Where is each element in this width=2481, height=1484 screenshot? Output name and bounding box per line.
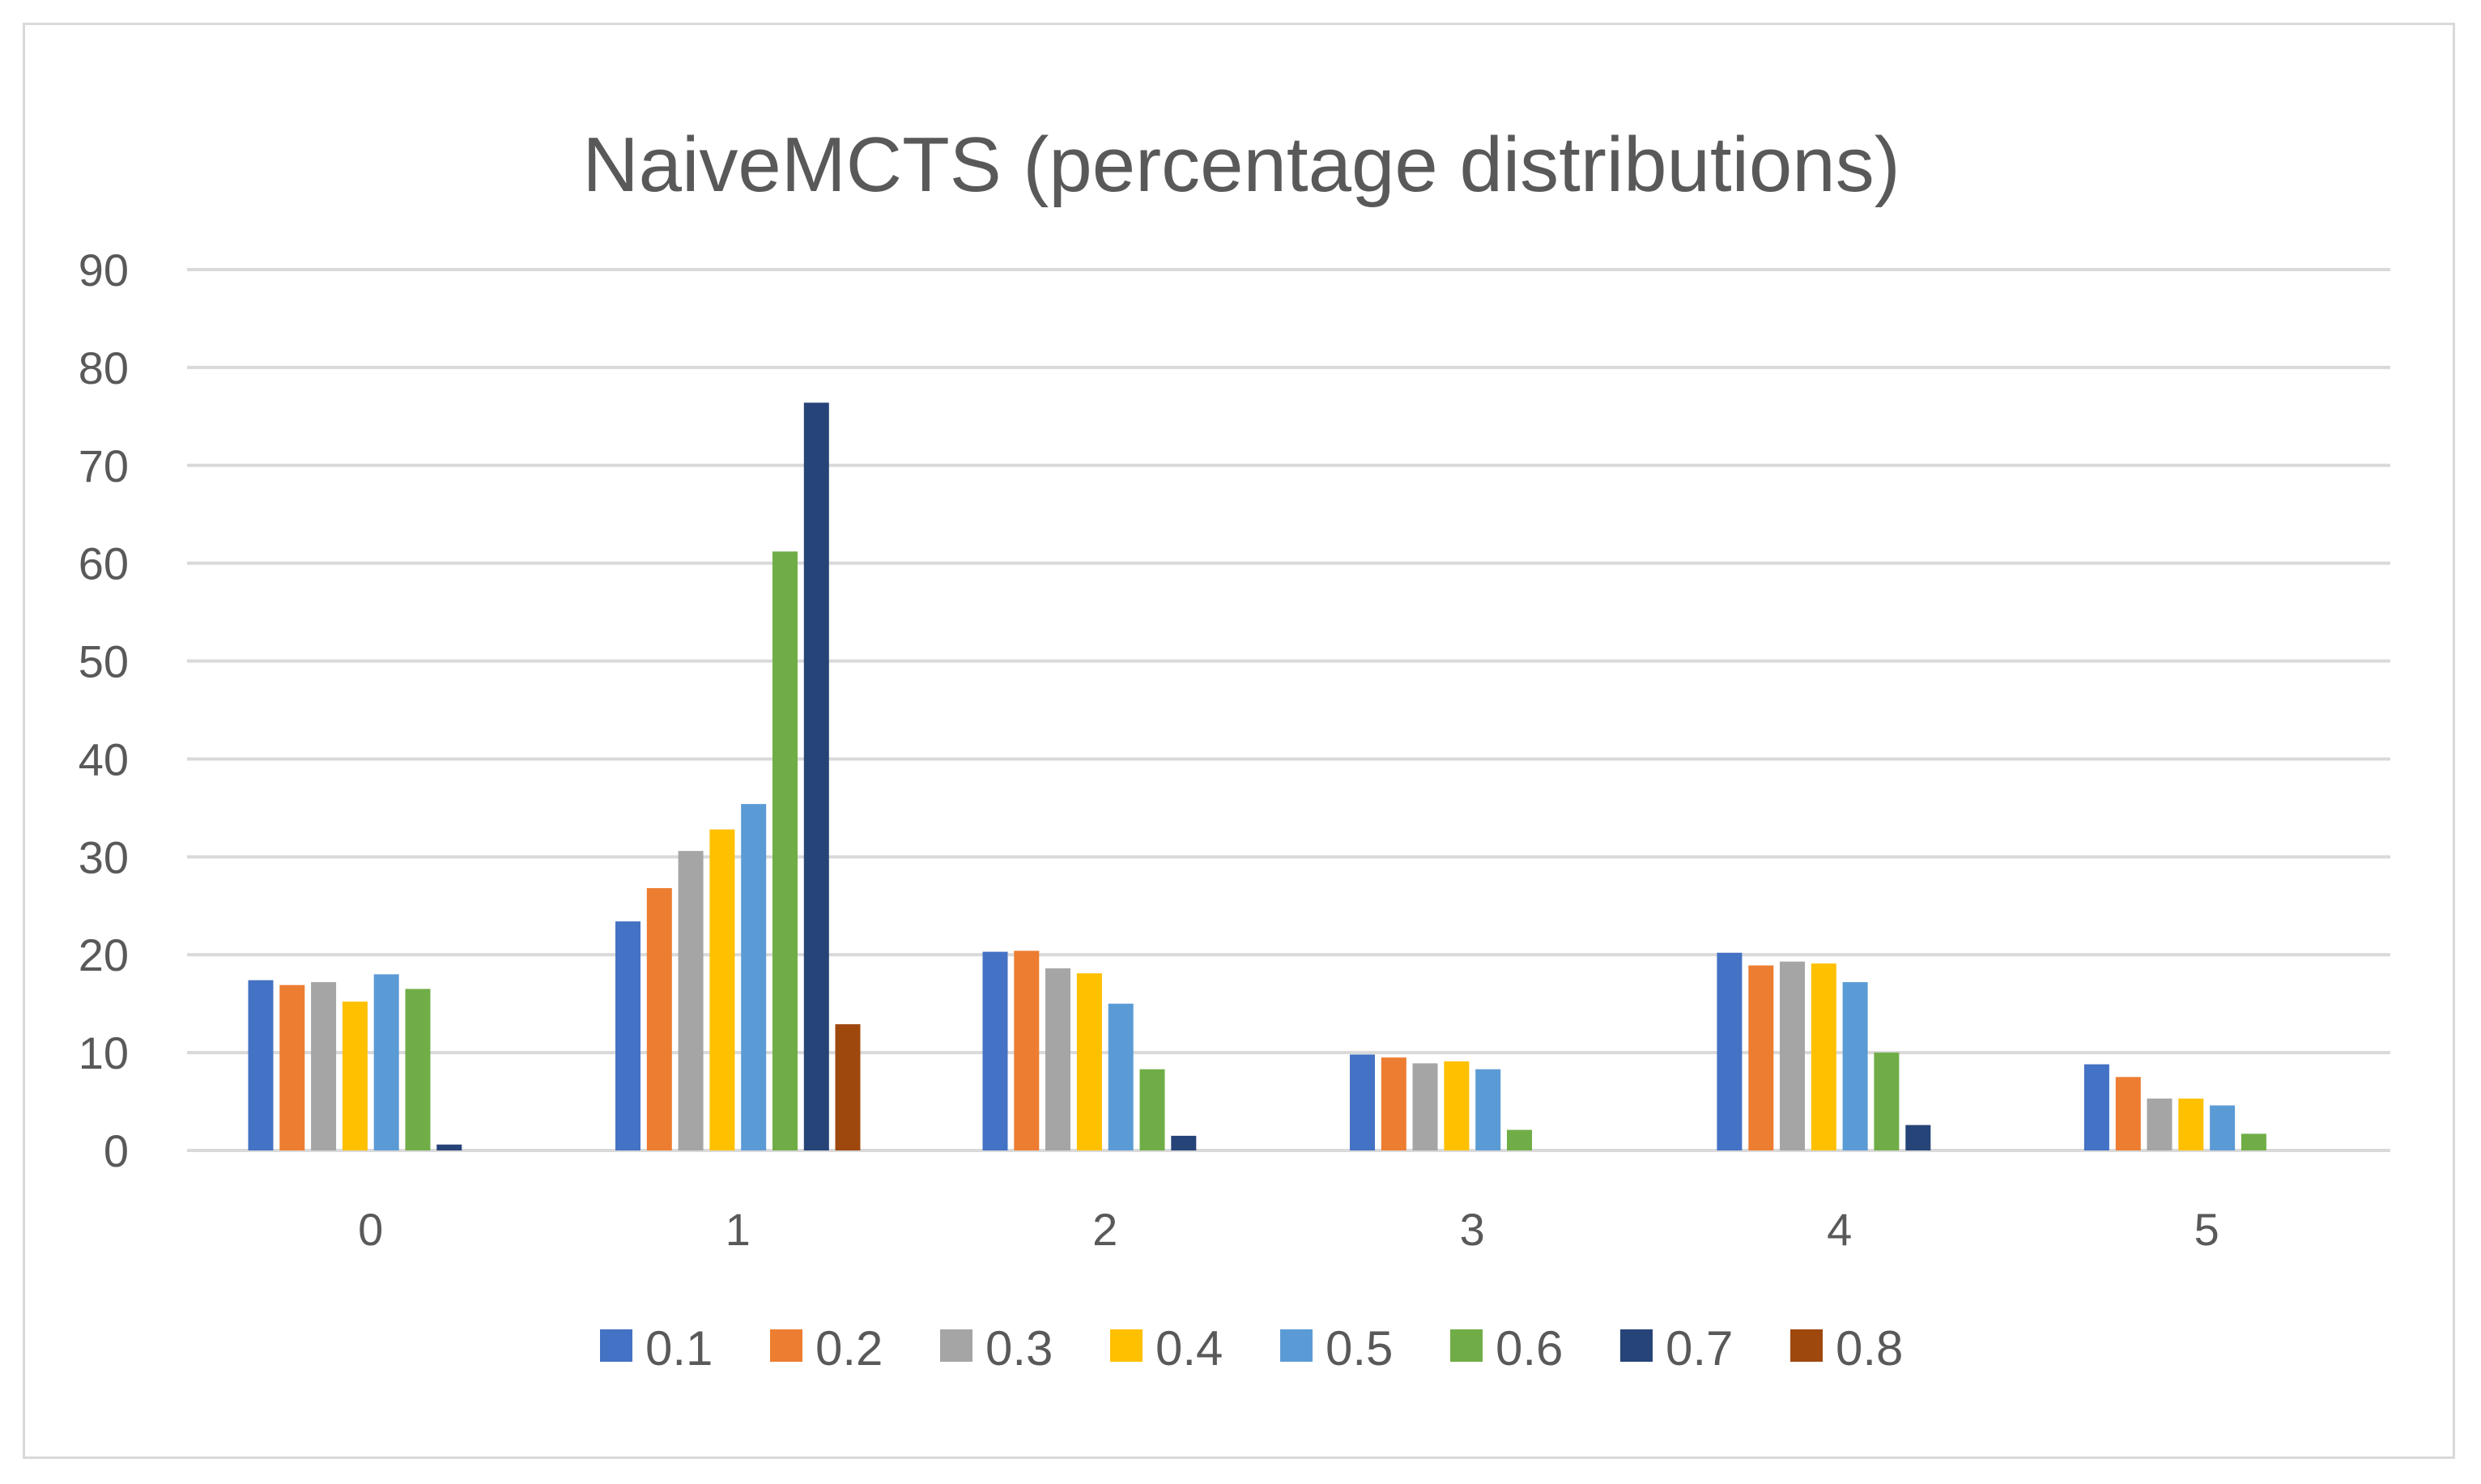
bar-chart: NaiveMCTS (percentage distributions) 010… xyxy=(79,121,2390,1376)
bar-0.6-cat-0 xyxy=(405,989,431,1150)
x-tick-label: 3 xyxy=(1460,1204,1485,1255)
legend-swatch-0.2 xyxy=(770,1329,802,1362)
legend-label-0.2: 0.2 xyxy=(815,1321,883,1376)
y-tick-label: 40 xyxy=(79,733,129,785)
legend: 0.1 0.2 0.3 0.4 0.5 0.6 0.7 0.8 xyxy=(600,1321,1903,1376)
bar-0.2-cat-3 xyxy=(1381,1057,1406,1150)
bar-0.3-cat-2 xyxy=(1045,968,1070,1150)
legend-swatch-0.4 xyxy=(1110,1329,1143,1362)
bar-0.6-cat-2 xyxy=(1139,1069,1165,1150)
legend-label-0.7: 0.7 xyxy=(1666,1321,1733,1376)
y-tick-label: 80 xyxy=(79,342,129,393)
bar-0.2-cat-4 xyxy=(1748,965,1774,1150)
bar-0.3-cat-3 xyxy=(1412,1063,1438,1150)
x-tick-label: 0 xyxy=(358,1204,383,1255)
bar-0.3-cat-4 xyxy=(1780,961,1805,1150)
bar-0.1-cat-0 xyxy=(248,980,274,1150)
bar-0.1-cat-4 xyxy=(1717,952,1743,1150)
bar-0.8-cat-1 xyxy=(835,1024,861,1150)
legend-label-0.5: 0.5 xyxy=(1326,1321,1393,1376)
bar-0.3-cat-0 xyxy=(311,982,337,1150)
bar-0.7-cat-4 xyxy=(1905,1125,1931,1150)
legend-swatch-0.3 xyxy=(940,1329,972,1362)
bars xyxy=(248,402,2266,1150)
bar-0.2-cat-1 xyxy=(646,888,672,1150)
bar-0.1-cat-3 xyxy=(1350,1054,1375,1150)
legend-swatch-0.8 xyxy=(1790,1329,1823,1362)
legend-label-0.6: 0.6 xyxy=(1496,1321,1563,1376)
y-axis-tick-labels: 0 10 20 30 40 50 60 70 80 90 xyxy=(79,244,129,1176)
y-tick-label: 10 xyxy=(79,1027,129,1078)
bar-0.6-cat-5 xyxy=(2241,1133,2266,1150)
bar-0.2-cat-0 xyxy=(279,984,305,1150)
bar-0.1-cat-5 xyxy=(2083,1064,2109,1150)
y-tick-label: 70 xyxy=(79,440,129,491)
bar-0.4-cat-0 xyxy=(342,1001,368,1150)
x-tick-label: 2 xyxy=(1092,1204,1117,1255)
legend-label-0.4: 0.4 xyxy=(1155,1321,1223,1376)
bar-0.4-cat-5 xyxy=(2178,1098,2204,1150)
bar-0.4-cat-2 xyxy=(1076,973,1102,1150)
legend-label-0.8: 0.8 xyxy=(1836,1321,1903,1376)
bar-0.4-cat-4 xyxy=(1811,963,1836,1150)
bar-0.2-cat-2 xyxy=(1014,950,1040,1150)
bar-0.1-cat-2 xyxy=(982,951,1008,1150)
x-tick-label: 1 xyxy=(726,1204,751,1255)
legend-swatch-0.7 xyxy=(1620,1329,1653,1362)
chart-frame: NaiveMCTS (percentage distributions) 0 10… xyxy=(23,23,2455,1459)
chart-title: NaiveMCTS (percentage distributions) xyxy=(582,121,1900,208)
legend-swatch-0.6 xyxy=(1450,1329,1483,1362)
bar-0.5-cat-4 xyxy=(1842,982,1868,1150)
y-tick-label: 60 xyxy=(79,538,129,589)
bar-0.7-cat-0 xyxy=(436,1144,462,1150)
bar-0.6-cat-4 xyxy=(1874,1052,1900,1150)
legend-label-0.3: 0.3 xyxy=(985,1321,1053,1376)
bar-0.2-cat-5 xyxy=(2115,1077,2141,1150)
bar-0.6-cat-1 xyxy=(772,551,798,1150)
bar-0.5-cat-0 xyxy=(373,974,399,1150)
bar-0.5-cat-3 xyxy=(1475,1069,1501,1150)
y-tick-label: 20 xyxy=(79,929,129,980)
bar-0.5-cat-2 xyxy=(1108,1003,1134,1150)
gridlines xyxy=(187,268,2390,1152)
y-tick-label: 30 xyxy=(79,831,129,882)
bar-0.7-cat-1 xyxy=(803,402,829,1150)
bar-0.3-cat-5 xyxy=(2147,1098,2172,1150)
bar-0.5-cat-1 xyxy=(741,804,767,1150)
x-tick-label: 4 xyxy=(1827,1204,1852,1255)
legend-label-0.1: 0.1 xyxy=(645,1321,713,1376)
y-tick-label: 0 xyxy=(104,1125,129,1176)
bar-0.5-cat-5 xyxy=(2210,1105,2236,1150)
x-axis-tick-labels: 0 1 2 3 4 5 xyxy=(358,1204,2219,1255)
y-tick-label: 90 xyxy=(79,244,129,296)
bar-0.4-cat-3 xyxy=(1444,1061,1470,1150)
legend-swatch-0.5 xyxy=(1280,1329,1313,1362)
bar-0.3-cat-1 xyxy=(678,851,704,1150)
y-tick-label: 50 xyxy=(79,636,129,687)
bar-0.7-cat-2 xyxy=(1171,1135,1197,1150)
bar-0.4-cat-1 xyxy=(709,829,735,1150)
bar-0.6-cat-3 xyxy=(1507,1129,1532,1150)
x-tick-label: 5 xyxy=(2194,1204,2219,1255)
bar-0.1-cat-1 xyxy=(615,921,640,1150)
legend-swatch-0.1 xyxy=(600,1329,632,1362)
